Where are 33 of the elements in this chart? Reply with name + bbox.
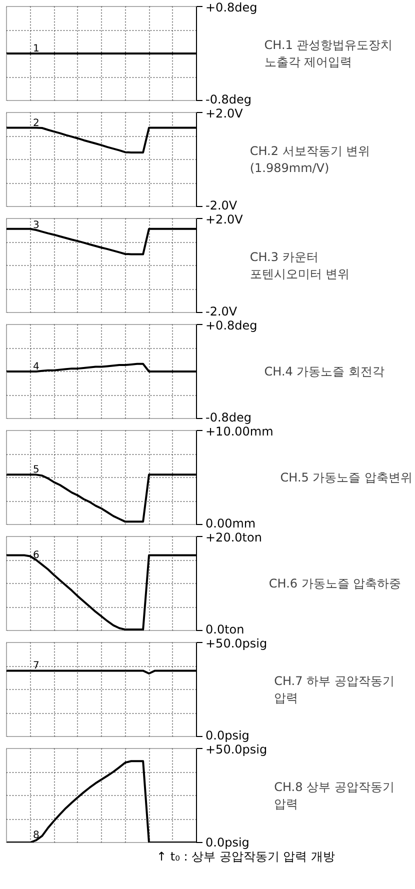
y-tick-label: 0.0psig <box>206 836 250 850</box>
y-tick-label: -0.8deg <box>206 92 252 106</box>
y-tick-label: +0.8deg <box>206 318 258 332</box>
y-axis-title: CH.7 하부 공압작동기 압력 <box>274 674 394 705</box>
y-axis-title: CH.8 상부 공압작동기 압력 <box>274 780 394 811</box>
y-tick-label: +50.0psig <box>206 636 268 650</box>
y-axis-title: CH.4 가동노즐 회전각 <box>264 364 385 378</box>
annotation: 4 <box>33 362 40 372</box>
annotation: 3 <box>33 220 40 232</box>
y-tick-label: -0.8deg <box>206 410 252 424</box>
y-tick-label: 0.00mm <box>206 516 256 530</box>
annotation: 6 <box>33 550 40 561</box>
y-tick-label: +0.8deg <box>206 0 258 14</box>
annotation: 8 <box>33 830 40 842</box>
annotation: 5 <box>33 464 40 476</box>
y-axis-title: CH.2 서보작동기 변위 (1.989mm/V) <box>250 144 370 175</box>
text: ↑ t₀ : 상부 공압작동기 압력 개방 <box>156 850 335 864</box>
y-axis-title: CH.6 가동노즐 압축하중 <box>268 576 402 590</box>
y-tick-label: -2.0V <box>206 198 238 212</box>
annotation: 1 <box>33 44 40 54</box>
y-tick-label: +2.0V <box>206 106 244 120</box>
y-tick-label: +2.0V <box>206 212 244 226</box>
y-tick-label: +50.0psig <box>206 742 268 756</box>
y-tick-label: +10.00mm <box>206 424 274 438</box>
annotation: 7 <box>33 660 40 672</box>
y-axis-title: CH.5 가동노즐 압축변위 <box>280 470 413 484</box>
y-tick-label: 0.0psig <box>206 728 250 742</box>
y-axis-title: CH.3 카운터 포텐시오미터 변위 <box>250 250 350 281</box>
y-tick-label: +20.0ton <box>206 530 262 544</box>
y-tick-label: -2.0V <box>206 304 238 318</box>
annotation: 2 <box>33 118 40 129</box>
y-axis-title: CH.1 관성항법유도장치 노출각 제어입력 <box>264 38 393 69</box>
y-tick-label: 0.0ton <box>206 622 244 636</box>
